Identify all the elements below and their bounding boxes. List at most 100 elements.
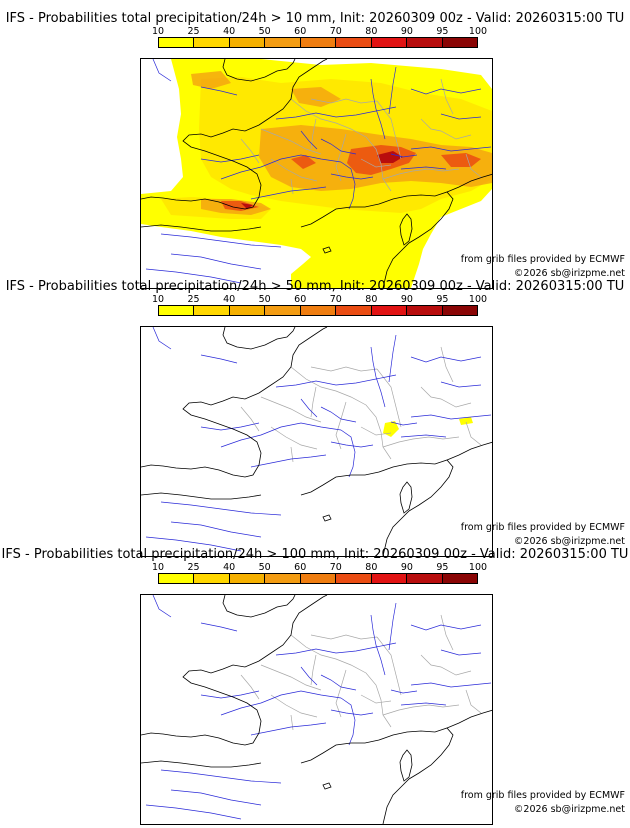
river (330, 441, 374, 448)
river (152, 59, 172, 82)
colorbar-tick-60: 60 (294, 26, 307, 37)
colorbar-bin-70-80 (336, 38, 372, 47)
colorbar-tick-40: 40 (223, 562, 236, 573)
river (320, 406, 357, 423)
river (320, 138, 357, 155)
prob-area-90 (241, 203, 253, 209)
coastline (141, 224, 262, 232)
river (330, 709, 374, 716)
admin-border (270, 694, 318, 718)
river (400, 434, 447, 438)
admin-border (420, 386, 472, 408)
admin-border (382, 704, 460, 716)
prob-area-50 (291, 87, 341, 107)
river (220, 154, 342, 180)
river (250, 722, 327, 736)
corsica-outline (399, 749, 413, 782)
colorbar (158, 305, 478, 316)
island-outline (322, 514, 332, 522)
copyright-notice: ©2026 sb@irizpme.net (513, 268, 625, 279)
river (390, 153, 418, 158)
colorbar-bin-50-60 (265, 306, 301, 315)
river (300, 398, 318, 418)
admin-border (290, 714, 294, 731)
colorbar-bin-10-25 (159, 574, 195, 583)
river (220, 690, 342, 716)
admin-border (335, 669, 347, 718)
island-outline (322, 246, 332, 254)
colorbar-bin-95-100 (442, 574, 477, 583)
source-credit: from grib files provided by ECMWF (460, 254, 625, 265)
river (250, 186, 327, 200)
colorbar-bin-80-90 (371, 306, 408, 315)
source-credit: from grib files provided by ECMWF (460, 522, 625, 533)
river (340, 161, 356, 210)
river (370, 346, 386, 408)
river (250, 454, 327, 468)
precip-map (140, 58, 493, 289)
copyright-notice: ©2026 sb@irizpme.net (513, 536, 625, 547)
river (275, 374, 397, 388)
river (410, 146, 492, 152)
colorbar-tick-80: 80 (365, 294, 378, 305)
source-credit: from grib files provided by ECMWF (460, 790, 625, 801)
coastline (222, 327, 296, 350)
admin-border (240, 674, 260, 700)
river (145, 268, 242, 284)
coastline (141, 59, 328, 210)
river (388, 602, 397, 651)
river (152, 595, 172, 618)
admin-border (270, 158, 318, 182)
admin-border (290, 98, 392, 192)
map-canvas (141, 327, 492, 556)
river (410, 682, 492, 688)
river (400, 166, 447, 170)
panel-title: IFS - Probabilities total precipitation/… (1, 547, 629, 562)
river (400, 702, 447, 706)
colorbar-bin-25-40 (194, 574, 230, 583)
colorbar-tick-80: 80 (365, 26, 378, 37)
admin-border (260, 396, 322, 423)
admin-border (465, 153, 482, 178)
colorbar-bin-90-95 (407, 574, 443, 583)
river (200, 422, 260, 431)
river (200, 622, 238, 632)
colorbar-tick-25: 25 (187, 562, 200, 573)
coastline (446, 709, 492, 729)
colorbar-tick-95: 95 (436, 562, 449, 573)
colorbar-tick-60: 60 (294, 294, 307, 305)
colorbar-tick-70: 70 (329, 26, 342, 37)
colorbar-bin-50-60 (265, 38, 301, 47)
admin-border (420, 654, 472, 676)
colorbar-bin-60-70 (300, 306, 337, 315)
admin-border (360, 694, 392, 704)
colorbar-bin-70-80 (336, 574, 372, 583)
admin-border (360, 158, 392, 168)
colorbar-tick-10: 10 (151, 26, 165, 37)
colorbar-tick-90: 90 (400, 562, 413, 573)
river (300, 666, 318, 686)
river (170, 789, 262, 806)
colorbar-tick-40: 40 (223, 26, 236, 37)
river (390, 421, 418, 426)
prob-area-70 (291, 155, 316, 169)
river (330, 173, 374, 180)
admin-border (310, 654, 317, 686)
river (152, 327, 172, 350)
river (370, 614, 386, 676)
colorbar-tick-70: 70 (329, 294, 342, 305)
admin-border (376, 368, 402, 428)
coastline (222, 59, 296, 82)
river (300, 130, 318, 150)
colorbar-tick-40: 40 (223, 294, 236, 305)
prob-area-10 (383, 421, 399, 437)
colorbar-tick-50: 50 (258, 26, 271, 37)
river (370, 78, 386, 140)
admin-border (360, 426, 392, 436)
river (388, 334, 397, 383)
river (390, 689, 418, 694)
river (145, 536, 242, 552)
coastline (446, 441, 492, 461)
colorbar-tick-50: 50 (258, 562, 271, 573)
admin-border (290, 178, 294, 195)
